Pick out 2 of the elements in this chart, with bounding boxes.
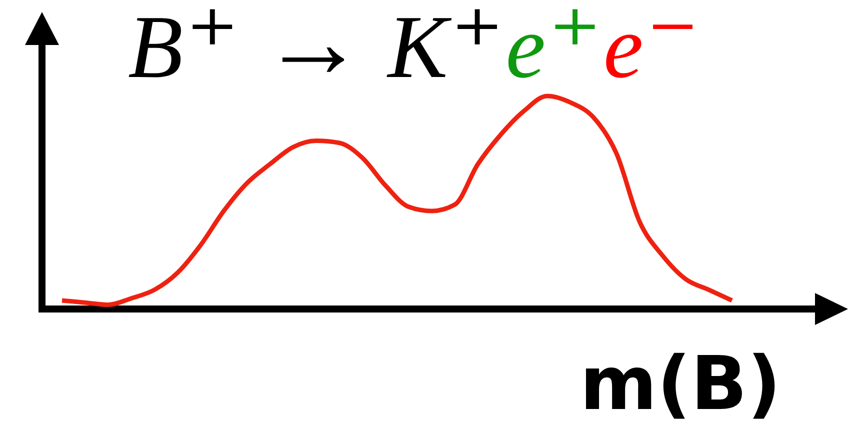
chart-title: B⁺ → K⁺e⁺e⁻ [128,0,700,101]
x-axis-title: m(B) [580,341,781,427]
